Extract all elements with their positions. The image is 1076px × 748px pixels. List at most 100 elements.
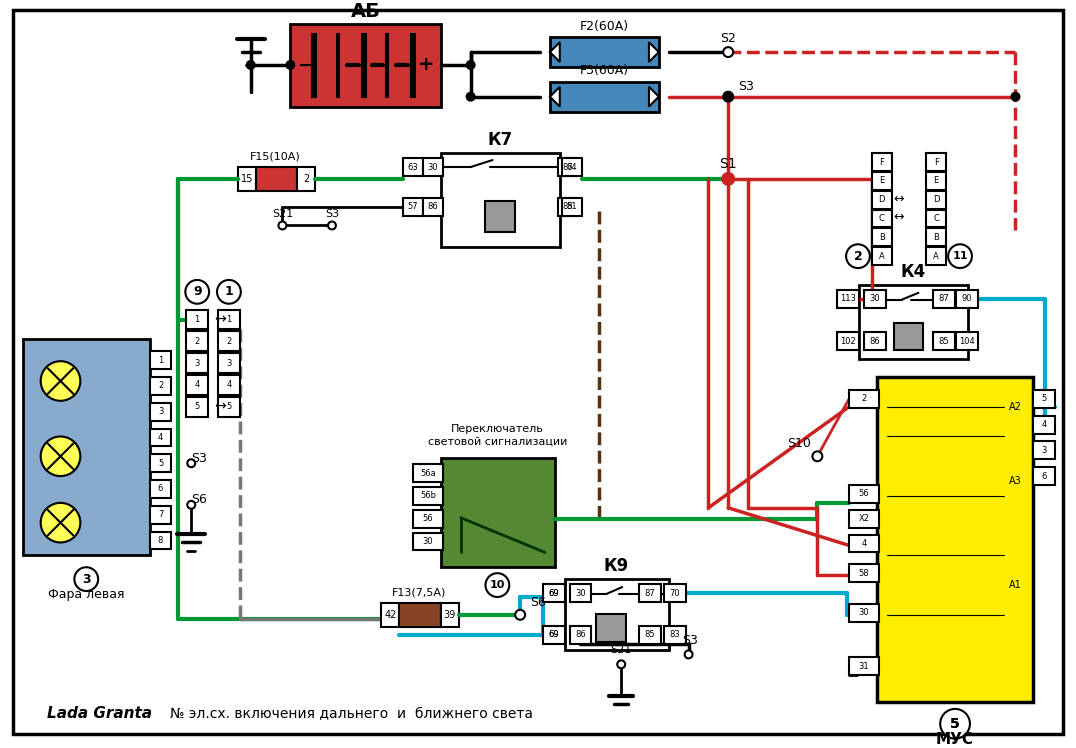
Circle shape bbox=[185, 280, 209, 304]
Bar bbox=[23, 340, 150, 555]
Bar bbox=[837, 290, 859, 307]
Text: E: E bbox=[879, 177, 884, 186]
Text: 30: 30 bbox=[427, 162, 438, 171]
Bar bbox=[404, 197, 423, 215]
Text: 1: 1 bbox=[158, 356, 164, 365]
Bar bbox=[933, 290, 955, 307]
Bar bbox=[218, 375, 240, 395]
Polygon shape bbox=[550, 87, 560, 106]
Text: S21: S21 bbox=[272, 209, 293, 218]
Bar bbox=[362, 34, 366, 96]
Text: 64: 64 bbox=[566, 162, 577, 171]
Circle shape bbox=[722, 173, 734, 185]
Circle shape bbox=[467, 93, 475, 101]
Text: 87: 87 bbox=[563, 162, 574, 171]
Text: 81: 81 bbox=[566, 202, 577, 211]
Text: E: E bbox=[934, 177, 939, 186]
Bar bbox=[423, 197, 443, 215]
Bar bbox=[550, 82, 659, 111]
Bar bbox=[1033, 468, 1056, 485]
Bar bbox=[413, 465, 443, 482]
Bar bbox=[872, 172, 892, 190]
Text: S21: S21 bbox=[610, 646, 632, 655]
Text: Переключатель: Переключатель bbox=[451, 423, 543, 434]
Text: +: + bbox=[417, 55, 435, 75]
Text: F13(7,5A): F13(7,5A) bbox=[392, 587, 447, 597]
Text: 2: 2 bbox=[195, 337, 200, 346]
Text: A2: A2 bbox=[1009, 402, 1022, 411]
Polygon shape bbox=[649, 42, 659, 62]
Text: 1: 1 bbox=[226, 315, 231, 324]
Text: К9: К9 bbox=[604, 557, 628, 575]
Text: 30: 30 bbox=[859, 608, 869, 617]
Text: 63: 63 bbox=[408, 162, 419, 171]
Polygon shape bbox=[550, 42, 560, 62]
Circle shape bbox=[846, 245, 869, 268]
Text: ↔: ↔ bbox=[893, 192, 904, 205]
Circle shape bbox=[41, 361, 81, 401]
Text: S6: S6 bbox=[530, 596, 546, 610]
Text: 30: 30 bbox=[576, 589, 586, 598]
Text: 3: 3 bbox=[158, 407, 164, 416]
Text: Lada Granta: Lada Granta bbox=[46, 706, 152, 721]
Bar bbox=[849, 510, 879, 527]
Text: ↔: ↔ bbox=[214, 399, 226, 414]
Circle shape bbox=[940, 709, 969, 738]
Bar bbox=[639, 625, 661, 643]
Text: 4: 4 bbox=[1042, 420, 1047, 429]
Circle shape bbox=[684, 651, 693, 658]
Bar bbox=[413, 487, 443, 505]
Text: 5: 5 bbox=[1042, 394, 1047, 403]
Bar bbox=[837, 332, 859, 350]
Bar bbox=[297, 167, 315, 191]
Bar bbox=[926, 228, 946, 246]
Text: 69: 69 bbox=[549, 630, 560, 639]
Bar bbox=[569, 625, 592, 643]
Text: D: D bbox=[933, 195, 939, 204]
Bar bbox=[957, 290, 978, 307]
Bar bbox=[186, 310, 208, 329]
Bar bbox=[218, 353, 240, 373]
Bar bbox=[926, 209, 946, 227]
Text: C: C bbox=[933, 214, 939, 223]
Bar bbox=[441, 153, 560, 248]
Text: A3: A3 bbox=[1009, 476, 1022, 486]
Text: 87: 87 bbox=[645, 589, 655, 598]
Text: 2: 2 bbox=[158, 381, 164, 390]
Text: 6: 6 bbox=[1042, 471, 1047, 481]
Bar bbox=[413, 533, 443, 551]
Text: S10: S10 bbox=[788, 437, 811, 450]
Bar bbox=[872, 191, 892, 209]
Text: 56: 56 bbox=[859, 489, 869, 498]
Bar bbox=[1033, 441, 1056, 459]
Text: S1: S1 bbox=[720, 157, 737, 171]
Circle shape bbox=[948, 245, 972, 268]
Bar bbox=[639, 584, 661, 602]
Text: 1: 1 bbox=[195, 315, 200, 324]
Text: 3: 3 bbox=[195, 359, 200, 368]
Circle shape bbox=[724, 93, 732, 101]
Bar bbox=[1033, 416, 1056, 434]
Bar bbox=[337, 34, 339, 96]
Text: 30: 30 bbox=[869, 294, 880, 303]
Circle shape bbox=[618, 660, 625, 668]
Text: 56: 56 bbox=[423, 514, 434, 523]
Bar bbox=[849, 657, 879, 675]
Text: 42: 42 bbox=[384, 610, 397, 620]
Circle shape bbox=[187, 459, 195, 468]
Text: 4: 4 bbox=[195, 381, 200, 390]
Text: 69: 69 bbox=[549, 589, 560, 598]
Bar bbox=[933, 332, 955, 350]
Text: B: B bbox=[933, 233, 939, 242]
Bar bbox=[312, 34, 316, 96]
Bar bbox=[877, 377, 1033, 702]
Text: S2: S2 bbox=[720, 31, 736, 45]
Circle shape bbox=[723, 92, 733, 102]
Bar bbox=[562, 158, 582, 176]
Text: 69: 69 bbox=[549, 589, 560, 598]
Text: 104: 104 bbox=[959, 337, 975, 346]
Text: A: A bbox=[879, 251, 884, 260]
Bar bbox=[864, 290, 886, 307]
Bar bbox=[150, 352, 171, 369]
Bar bbox=[557, 197, 578, 215]
